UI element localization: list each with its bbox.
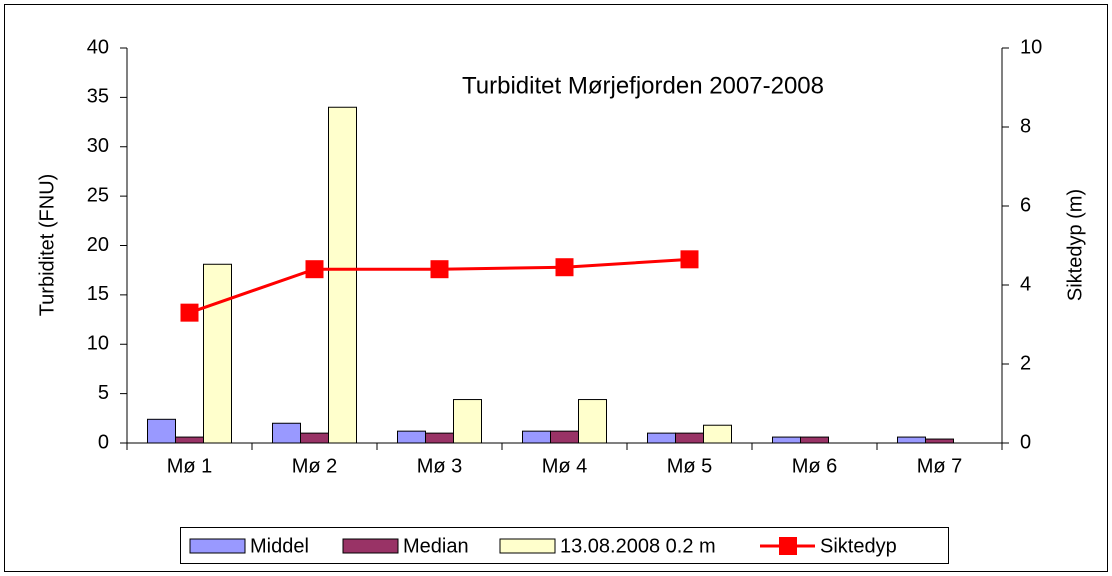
y-tick-label: 5 [98,382,109,404]
y2-tick-label: 2 [1020,352,1031,374]
y-tick-label: 10 [87,333,109,355]
x-tick-label: Mø 5 [667,455,713,477]
bar [800,436,829,444]
legend-label: 13.08.2008 0.2 m [560,535,716,557]
bar [425,432,454,444]
y2-tick-label: 10 [1020,36,1042,58]
legend-label: Siktedyp [820,535,897,557]
y-tick-label: 20 [87,234,109,256]
line-marker [180,303,199,322]
bar [203,263,232,444]
y-tick-label: 15 [87,283,109,305]
bar [453,399,482,444]
y2-tick-label: 6 [1020,194,1031,216]
legend-swatch [189,538,246,554]
y2-tick-label: 8 [1020,115,1031,137]
x-tick-label: Mø 3 [417,455,463,477]
legend-box [180,527,949,564]
y-tick-label: 35 [87,86,109,108]
legend-label: Middel [250,535,309,557]
y-axis-label: Turbiditet (FNU) [36,174,58,317]
bar [175,436,204,444]
bar [772,436,801,444]
y2-tick-label: 4 [1020,273,1031,295]
bar [272,422,301,444]
y-tick-label: 25 [87,184,109,206]
bar [300,432,329,444]
y-tick-label: 40 [87,36,109,58]
bar [328,106,357,444]
bar [522,430,551,444]
chart-title: Turbiditet Mørjefjorden 2007-2008 [462,72,824,99]
y2-tick-label: 0 [1020,431,1031,453]
legend-swatch [342,538,399,554]
y-tick-label: 0 [98,431,109,453]
legend-swatch [779,537,797,555]
bar [897,436,926,444]
chart-frame [4,4,1108,572]
line-marker [430,260,449,279]
x-tick-label: Mø 4 [542,455,588,477]
bar [550,430,579,444]
legend-swatch [499,538,556,554]
legend-label: Median [403,535,469,557]
bar [925,438,954,444]
x-tick-label: Mø 6 [792,455,838,477]
line-marker [305,260,324,279]
x-tick-label: Mø 2 [292,455,338,477]
bar [703,424,732,444]
y-tick-label: 30 [87,135,109,157]
x-tick-label: Mø 7 [917,455,963,477]
bar [578,399,607,444]
x-tick-label: Mø 1 [167,455,213,477]
line-marker [555,258,574,277]
bar [397,430,426,444]
y2-axis-label: Siktedyp (m) [1064,189,1086,301]
bar [675,432,704,444]
line-marker [680,250,699,269]
bar [647,432,676,444]
bar [147,418,176,444]
